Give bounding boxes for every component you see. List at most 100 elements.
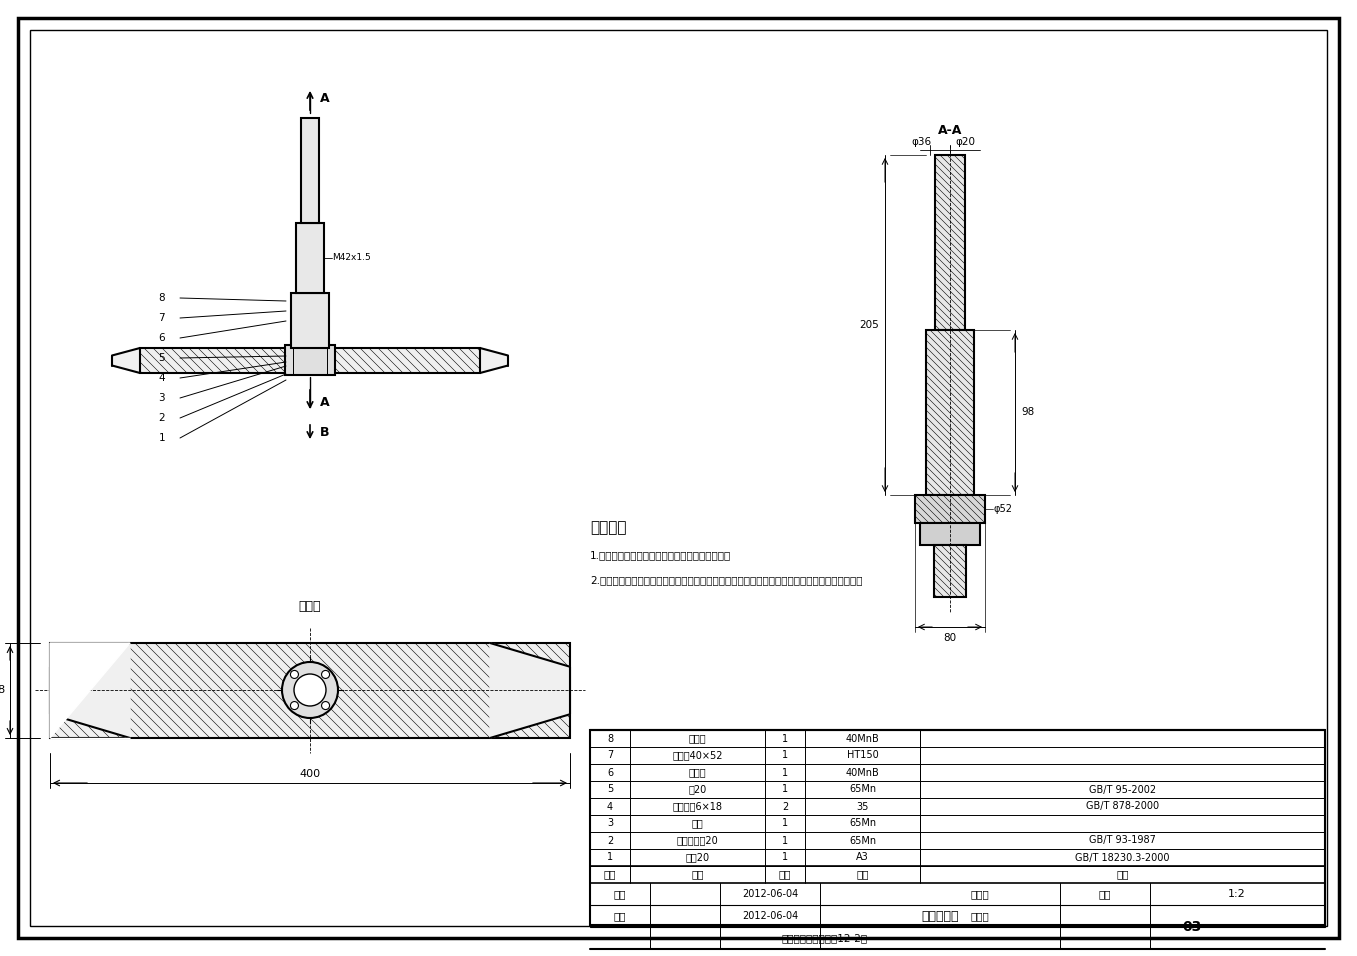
Bar — [140, 348, 480, 373]
Text: M42x1.5: M42x1.5 — [332, 253, 370, 263]
Polygon shape — [50, 643, 130, 738]
Text: 旋视图: 旋视图 — [299, 600, 322, 613]
Text: 塔里木大学机械设计12-2班: 塔里木大学机械设计12-2班 — [782, 933, 868, 943]
Text: φ36: φ36 — [912, 137, 932, 147]
Text: 刀片: 刀片 — [692, 818, 703, 829]
Text: 88: 88 — [0, 685, 5, 695]
Text: 备注: 备注 — [1117, 870, 1129, 880]
Circle shape — [322, 702, 330, 709]
Bar — [140, 348, 480, 373]
Text: 帥20: 帥20 — [688, 785, 707, 794]
Text: 5: 5 — [607, 785, 613, 794]
Text: 范修文: 范修文 — [970, 911, 989, 921]
Text: 2: 2 — [782, 801, 788, 812]
Bar — [915, 495, 985, 523]
Bar — [50, 643, 570, 738]
Text: 轴套管40×52: 轴套管40×52 — [672, 750, 723, 761]
Text: 98: 98 — [1020, 407, 1034, 417]
Text: 名称: 名称 — [691, 870, 704, 880]
Text: 比例: 比例 — [1099, 889, 1111, 899]
Text: 螺母20: 螺母20 — [685, 853, 710, 862]
Text: 1: 1 — [782, 750, 788, 761]
Text: 3: 3 — [607, 818, 613, 829]
Text: 205: 205 — [859, 320, 879, 330]
Text: 3: 3 — [159, 393, 166, 403]
Polygon shape — [50, 643, 130, 738]
Circle shape — [322, 670, 330, 679]
Text: A: A — [320, 92, 330, 104]
Text: 400: 400 — [300, 769, 320, 779]
Circle shape — [294, 674, 326, 706]
Text: 65Mn: 65Mn — [849, 785, 877, 794]
Text: A-A: A-A — [938, 124, 962, 137]
Text: 2: 2 — [159, 413, 166, 423]
Text: 40MnB: 40MnB — [845, 733, 879, 744]
Text: 数量: 数量 — [779, 870, 791, 880]
Text: 制图: 制图 — [613, 889, 626, 899]
Circle shape — [282, 662, 338, 718]
Text: 35: 35 — [856, 801, 868, 812]
Text: 序号: 序号 — [604, 870, 616, 880]
Text: 陏作书: 陏作书 — [970, 889, 989, 899]
Text: 80: 80 — [943, 633, 957, 643]
Bar — [590, 730, 1324, 925]
Bar — [296, 223, 324, 293]
Polygon shape — [490, 643, 570, 738]
Bar — [920, 523, 980, 545]
Polygon shape — [113, 348, 140, 373]
Text: 1: 1 — [607, 853, 613, 862]
Text: 40MnB: 40MnB — [845, 768, 879, 777]
Text: A: A — [320, 396, 330, 408]
Text: 2012-06-04: 2012-06-04 — [742, 889, 798, 899]
Text: B: B — [320, 425, 330, 439]
Text: GB/T 878-2000: GB/T 878-2000 — [1086, 801, 1159, 812]
Text: GB/T 95-2002: GB/T 95-2002 — [1088, 785, 1156, 794]
Text: 材料: 材料 — [856, 870, 868, 880]
Text: 03: 03 — [1182, 920, 1202, 934]
Text: 1: 1 — [159, 433, 166, 443]
Bar — [925, 330, 974, 495]
Text: 1: 1 — [782, 836, 788, 845]
Text: 5: 5 — [159, 353, 166, 363]
Text: 传动轴: 传动轴 — [689, 733, 706, 744]
Text: 1: 1 — [782, 733, 788, 744]
Polygon shape — [480, 348, 508, 373]
Text: HT150: HT150 — [847, 750, 878, 761]
Text: φ20: φ20 — [955, 137, 974, 147]
Text: 2: 2 — [607, 836, 613, 845]
Text: 4: 4 — [607, 801, 613, 812]
Text: 工作轴: 工作轴 — [689, 768, 706, 777]
Text: GB/T 18230.3-2000: GB/T 18230.3-2000 — [1075, 853, 1170, 862]
Text: 1.装配过程中零件不允许碰伤、研、划伤和锡裆；: 1.装配过程中零件不允许碰伤、研、划伤和锡裆； — [590, 550, 731, 560]
Text: 1: 1 — [782, 818, 788, 829]
Text: 技术要求: 技术要求 — [590, 520, 627, 535]
Text: 65Mn: 65Mn — [849, 818, 877, 829]
Text: 1: 1 — [782, 768, 788, 777]
Text: 传动轴装配: 传动轴装配 — [921, 909, 959, 923]
Text: 审核: 审核 — [613, 911, 626, 921]
Text: A3: A3 — [856, 853, 868, 862]
Text: 8: 8 — [607, 733, 613, 744]
Bar — [934, 545, 966, 597]
Text: 65Mn: 65Mn — [849, 836, 877, 845]
Text: 7: 7 — [159, 313, 166, 323]
Text: 1:2: 1:2 — [1228, 889, 1246, 899]
Text: 2012-06-04: 2012-06-04 — [742, 911, 798, 921]
Bar — [301, 118, 319, 223]
Circle shape — [290, 702, 299, 709]
Text: 8: 8 — [159, 293, 166, 303]
Text: 弹簧垒圆圈20: 弹簧垒圆圈20 — [677, 836, 718, 845]
Text: 6: 6 — [607, 768, 613, 777]
Text: 2.零件在装配前必须清洗干净，不得有毛刺、飞边、氧化皮、锾难、切屑、油渍、锅色和尘岘等。: 2.零件在装配前必须清洗干净，不得有毛刺、飞边、氧化皮、锾难、切屑、油渍、锅色和… — [590, 575, 863, 585]
Text: 7: 7 — [607, 750, 613, 761]
Text: 1: 1 — [782, 785, 788, 794]
Circle shape — [290, 670, 299, 679]
Bar — [290, 293, 328, 348]
Text: 6: 6 — [159, 333, 166, 343]
Bar — [50, 643, 570, 738]
Text: GB/T 93-1987: GB/T 93-1987 — [1090, 836, 1156, 845]
Text: φ52: φ52 — [993, 504, 1012, 514]
Bar — [935, 155, 965, 330]
Text: 轴端閔口6×18: 轴端閔口6×18 — [673, 801, 722, 812]
Text: 1: 1 — [782, 853, 788, 862]
